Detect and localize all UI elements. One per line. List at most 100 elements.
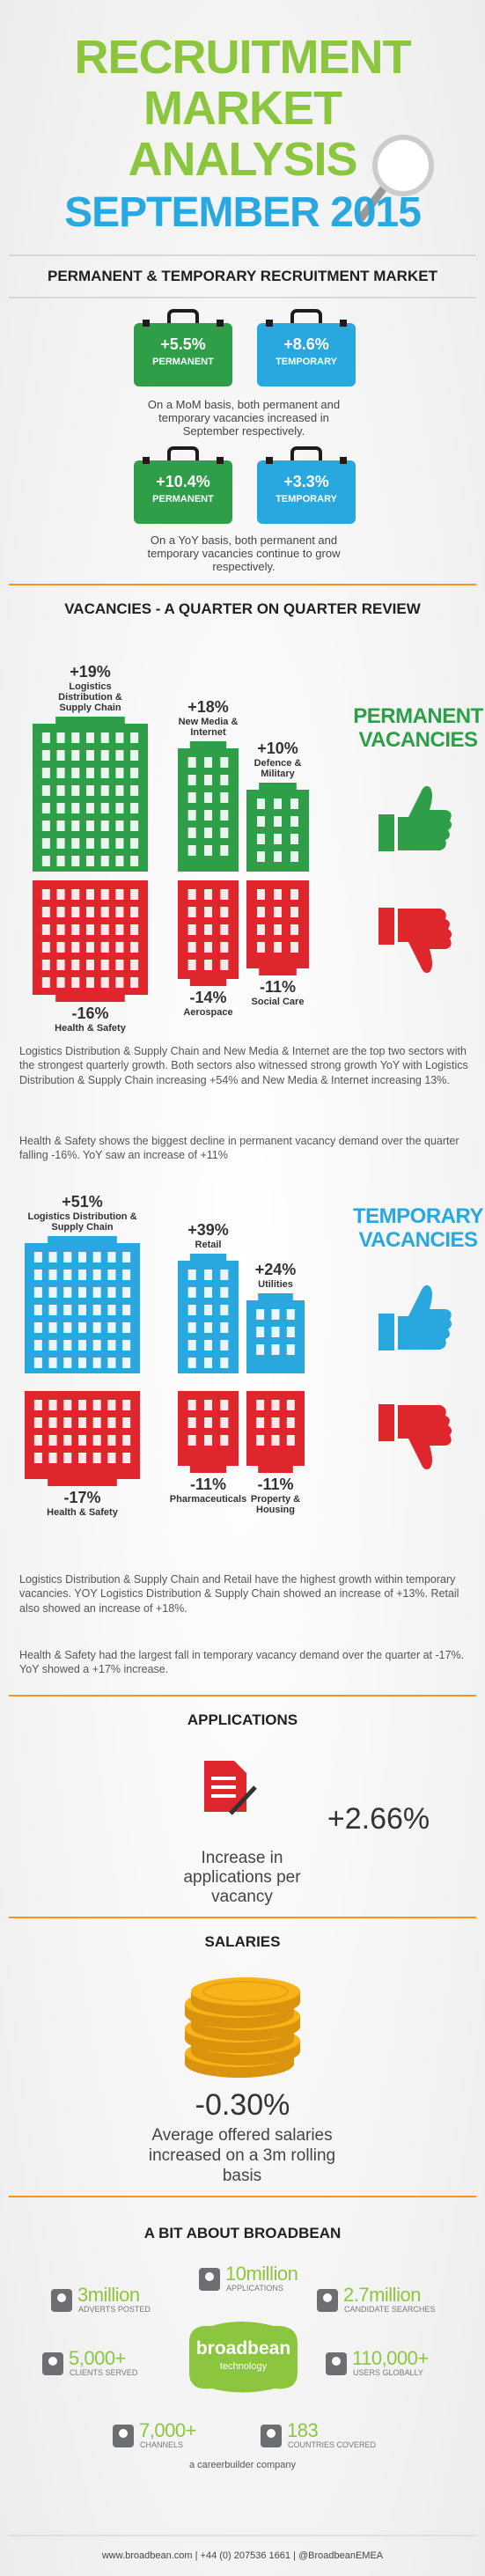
- date: SEPTEMBER 2015: [64, 189, 422, 236]
- briefcase-strap: [340, 320, 347, 327]
- briefcase-strap: [217, 320, 224, 327]
- window: [122, 1287, 131, 1298]
- window: [204, 1417, 212, 1428]
- salaries-change: -0.30%: [195, 2088, 290, 2122]
- window: [187, 1417, 196, 1428]
- window: [33, 1417, 42, 1428]
- window: [92, 1435, 101, 1446]
- applications-change: +2.66%: [327, 1802, 430, 1836]
- building-cap: [259, 783, 297, 791]
- stat-value: 110,000+: [352, 2347, 429, 2369]
- window: [63, 1305, 72, 1315]
- window: [33, 1453, 42, 1463]
- building-cap: [55, 993, 125, 1002]
- stat-value: 3million: [77, 2284, 140, 2306]
- window: [86, 924, 94, 935]
- window: [204, 942, 212, 953]
- window: [48, 1305, 57, 1315]
- section-heading: A BIT ABOUT BROADBEAN: [143, 2225, 342, 2241]
- window: [100, 785, 109, 796]
- window: [71, 960, 80, 970]
- window: [204, 1322, 212, 1333]
- window: [274, 907, 282, 917]
- caption: On a YoY basis, both permanent and tempo…: [147, 534, 341, 573]
- window: [220, 1417, 229, 1428]
- window: [86, 803, 94, 813]
- stat-label: CLIENTS SERVED: [70, 2368, 138, 2377]
- window: [107, 1453, 116, 1463]
- decline-label: -11% Pharmaceuticals: [169, 1476, 248, 1505]
- window: [41, 821, 50, 831]
- window: [92, 1287, 101, 1298]
- window: [48, 1322, 57, 1333]
- window: [187, 1400, 196, 1410]
- window: [107, 1400, 116, 1410]
- window: [204, 1435, 212, 1446]
- window: [220, 1435, 229, 1446]
- window: [286, 1327, 295, 1337]
- window: [187, 1435, 196, 1446]
- window: [71, 942, 80, 953]
- stat-icon-dot: [57, 2293, 66, 2302]
- window: [63, 1270, 72, 1280]
- thumb-hand: [398, 1284, 452, 1350]
- window: [274, 889, 282, 900]
- window: [122, 1270, 131, 1280]
- window: [92, 1252, 101, 1262]
- logo-name: broadbean: [195, 2338, 291, 2359]
- window: [220, 1322, 229, 1333]
- thumb-icon: [378, 908, 452, 974]
- growth-change: +39%: [187, 1221, 229, 1240]
- window: [71, 924, 80, 935]
- window: [187, 907, 196, 917]
- window: [271, 1344, 280, 1355]
- thumb-hand: [398, 909, 452, 974]
- window: [63, 1417, 72, 1428]
- window: [122, 1358, 131, 1368]
- window: [56, 821, 65, 831]
- window: [56, 768, 65, 778]
- window: [71, 838, 80, 849]
- window: [204, 845, 212, 856]
- window: [220, 1270, 229, 1280]
- window: [130, 889, 139, 900]
- stat-icon-dot: [48, 2357, 57, 2366]
- growth-change: +18%: [187, 698, 229, 717]
- window: [33, 1400, 42, 1410]
- growth-sector: Logistics Distribution & Supply Chain: [27, 1211, 137, 1233]
- window: [187, 1270, 196, 1280]
- briefcase-strap: [217, 457, 224, 464]
- window: [41, 960, 50, 970]
- window: [220, 792, 229, 803]
- window: [48, 1417, 57, 1428]
- window: [115, 785, 124, 796]
- window: [86, 750, 94, 761]
- window: [56, 942, 65, 953]
- window: [71, 785, 80, 796]
- window: [220, 1305, 229, 1315]
- window: [78, 1417, 86, 1428]
- magnifier-glass: [372, 135, 434, 196]
- stat-label: USERS GLOBALLY: [353, 2368, 423, 2377]
- section-heading: SALARIES: [204, 1933, 281, 1950]
- document-line: [211, 1794, 236, 1798]
- decline-change: -14%: [189, 989, 227, 1006]
- window: [187, 845, 196, 856]
- window: [86, 942, 94, 953]
- stat-label: APPLICATIONS: [226, 2284, 283, 2293]
- window: [107, 1305, 116, 1315]
- window: [56, 889, 65, 900]
- stat-value: 10million: [225, 2263, 298, 2285]
- window: [187, 1340, 196, 1351]
- window: [107, 1322, 116, 1333]
- building-cap: [48, 1236, 117, 1245]
- change-label: TEMPORARY: [276, 357, 337, 367]
- window: [204, 924, 212, 935]
- stat-value: 7,000+: [139, 2419, 196, 2441]
- growth-change: +51%: [62, 1193, 103, 1211]
- window: [86, 785, 94, 796]
- window: [48, 1435, 57, 1446]
- window: [48, 1358, 57, 1368]
- window: [100, 942, 109, 953]
- window: [41, 803, 50, 813]
